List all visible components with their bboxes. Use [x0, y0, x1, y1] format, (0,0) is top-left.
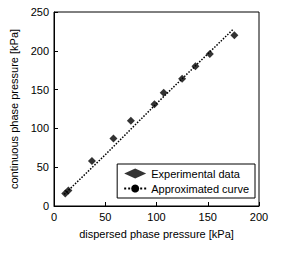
svg-text:0: 0: [51, 211, 57, 223]
svg-text:200: 200: [250, 211, 268, 223]
svg-text:0: 0: [43, 200, 49, 212]
svg-text:dispersed phase pressure [kPa]: dispersed phase pressure [kPa]: [79, 228, 234, 240]
svg-text:Approximated curve: Approximated curve: [151, 183, 249, 195]
svg-text:Experimental data: Experimental data: [151, 168, 241, 180]
svg-text:150: 150: [199, 211, 217, 223]
svg-text:50: 50: [37, 161, 49, 173]
svg-text:50: 50: [99, 211, 111, 223]
svg-text:continuous phase pressure [kPa: continuous phase pressure [kPa]: [8, 29, 20, 189]
svg-text:200: 200: [31, 45, 49, 57]
svg-text:100: 100: [31, 122, 49, 134]
svg-text:250: 250: [31, 6, 49, 18]
svg-text:150: 150: [31, 84, 49, 96]
svg-text:100: 100: [147, 211, 165, 223]
